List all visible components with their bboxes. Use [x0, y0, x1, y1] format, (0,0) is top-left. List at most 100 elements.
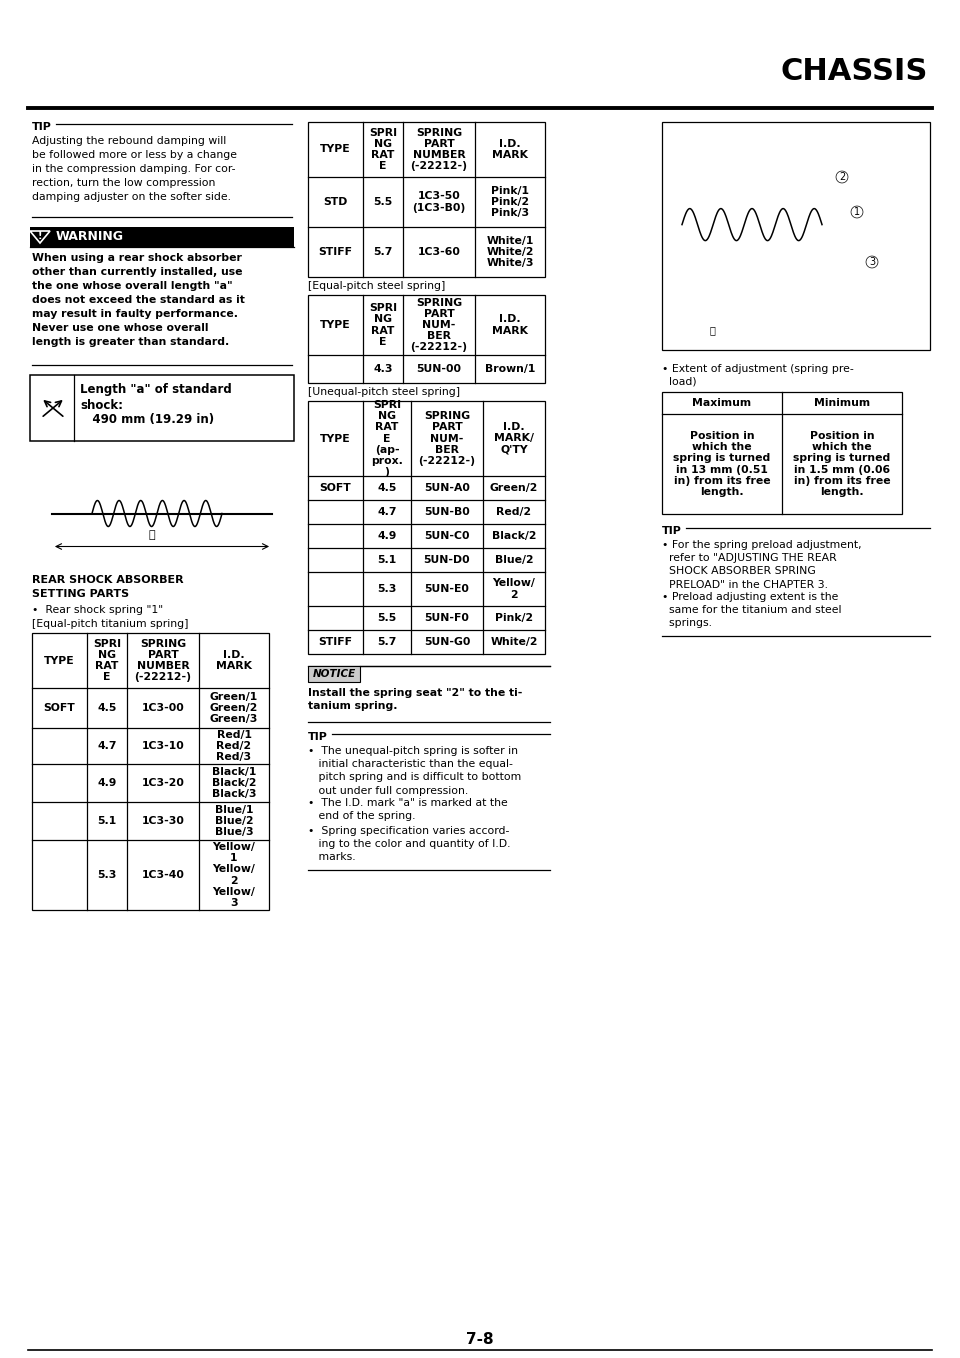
Text: Pink/1
Pink/2
Pink/3: Pink/1 Pink/2 Pink/3: [491, 186, 529, 219]
Text: •  The I.D. mark "a" is marked at the
   end of the spring.: • The I.D. mark "a" is marked at the end…: [308, 799, 508, 822]
Text: I.D.
MARK: I.D. MARK: [216, 650, 252, 671]
Text: WARNING: WARNING: [56, 231, 124, 243]
Text: 1C3-10: 1C3-10: [142, 741, 184, 751]
Text: SPRI
NG
RAT
E: SPRI NG RAT E: [93, 638, 121, 682]
Text: 5.5: 5.5: [373, 197, 393, 206]
Text: 7-8: 7-8: [467, 1332, 493, 1347]
Text: Green/2: Green/2: [490, 483, 539, 493]
Text: Maximum: Maximum: [692, 398, 752, 407]
Bar: [308, 401, 545, 655]
Bar: [30, 227, 294, 247]
Text: 4.9: 4.9: [97, 778, 117, 788]
Text: SETTING PARTS: SETTING PARTS: [32, 589, 130, 599]
Text: load): load): [662, 376, 697, 386]
Text: 5UN-C0: 5UN-C0: [424, 531, 469, 540]
Text: SOFT: SOFT: [43, 703, 76, 713]
Text: REAR SHOCK ABSORBER: REAR SHOCK ABSORBER: [32, 574, 183, 585]
Text: SPRING
PART
NUM-
BER
(-22212-): SPRING PART NUM- BER (-22212-): [411, 297, 468, 352]
Text: 1C3-20: 1C3-20: [141, 778, 184, 788]
Text: [Equal-pitch titanium spring]: [Equal-pitch titanium spring]: [32, 619, 188, 629]
Text: 5UN-A0: 5UN-A0: [424, 483, 470, 493]
Text: Blue/1
Blue/2
Blue/3: Blue/1 Blue/2 Blue/3: [215, 805, 253, 837]
Text: Adjusting the rebound damping will
be followed more or less by a change
in the c: Adjusting the rebound damping will be fo…: [32, 136, 237, 202]
Text: shock:: shock:: [80, 399, 123, 411]
Text: 5.1: 5.1: [377, 555, 396, 565]
Text: 5.3: 5.3: [97, 870, 117, 880]
Bar: [30, 375, 294, 441]
Text: 490 mm (19.29 in): 490 mm (19.29 in): [80, 413, 214, 426]
Text: Minimum: Minimum: [814, 398, 870, 407]
Bar: [32, 633, 269, 910]
Text: 1: 1: [854, 206, 860, 217]
Text: Pink/2: Pink/2: [495, 612, 533, 623]
Text: 5UN-B0: 5UN-B0: [424, 507, 469, 517]
Text: 1C3-00: 1C3-00: [142, 703, 184, 713]
Text: Ⓐ: Ⓐ: [709, 325, 715, 335]
Text: TIP: TIP: [32, 122, 52, 132]
Text: Length "a" of standard: Length "a" of standard: [80, 383, 231, 397]
Text: STIFF: STIFF: [319, 637, 352, 646]
Text: 1C3-40: 1C3-40: [141, 870, 184, 880]
Text: White/2: White/2: [491, 637, 538, 646]
Text: 4.5: 4.5: [97, 703, 117, 713]
Text: Brown/1: Brown/1: [485, 364, 535, 373]
Text: TYPE: TYPE: [321, 320, 350, 330]
Text: SPRI
NG
RAT
E
(ap-
prox.
): SPRI NG RAT E (ap- prox. ): [372, 399, 403, 477]
Text: 5UN-G0: 5UN-G0: [423, 637, 470, 646]
Text: 4.7: 4.7: [97, 741, 117, 751]
Text: •  The unequal-pitch spring is softer in
   initial characteristic than the equa: • The unequal-pitch spring is softer in …: [308, 746, 521, 796]
Text: SPRING
PART
NUMBER
(-22212-): SPRING PART NUMBER (-22212-): [134, 638, 191, 682]
Bar: [308, 295, 545, 383]
Text: 5.5: 5.5: [377, 612, 396, 623]
Text: 3: 3: [869, 257, 876, 268]
Text: 4.3: 4.3: [373, 364, 393, 373]
Text: 5UN-F0: 5UN-F0: [424, 612, 469, 623]
Text: Red/1
Red/2
Red/3: Red/1 Red/2 Red/3: [216, 729, 252, 762]
Text: Black/2: Black/2: [492, 531, 537, 540]
Text: STIFF: STIFF: [319, 247, 352, 257]
Text: CHASSIS: CHASSIS: [780, 57, 928, 87]
Text: SPRING
PART
NUM-
BER
(-22212-): SPRING PART NUM- BER (-22212-): [419, 411, 475, 466]
Text: 5.3: 5.3: [377, 584, 396, 593]
Text: Install the spring seat "2" to the ti-
tanium spring.: Install the spring seat "2" to the ti- t…: [308, 689, 522, 712]
Bar: [308, 665, 360, 682]
Text: •  Rear shock spring "1": • Rear shock spring "1": [32, 606, 163, 615]
Text: SPRING
PART
NUMBER
(-22212-): SPRING PART NUMBER (-22212-): [411, 128, 468, 171]
Text: SPRI
NG
RAT
E: SPRI NG RAT E: [369, 128, 397, 171]
Bar: [308, 122, 545, 277]
Text: [Unequal-pitch steel spring]: [Unequal-pitch steel spring]: [308, 387, 460, 397]
Text: I.D.
MARK/
Q'TY: I.D. MARK/ Q'TY: [494, 422, 534, 455]
Text: 5.7: 5.7: [377, 637, 396, 646]
Text: 5.1: 5.1: [97, 816, 116, 826]
Text: 4.5: 4.5: [377, 483, 396, 493]
Text: White/1
White/2
White/3: White/1 White/2 White/3: [487, 236, 534, 268]
Text: 1C3-30: 1C3-30: [141, 816, 184, 826]
Text: NOTICE: NOTICE: [312, 669, 355, 679]
Text: TYPE: TYPE: [321, 144, 350, 155]
Text: 5UN-E0: 5UN-E0: [424, 584, 469, 593]
Text: When using a rear shock absorber
other than currently installed, use
the one who: When using a rear shock absorber other t…: [32, 253, 245, 348]
Text: 4.9: 4.9: [377, 531, 396, 540]
Text: Yellow/
2: Yellow/ 2: [492, 579, 536, 600]
Text: TIP: TIP: [662, 526, 682, 536]
Text: I.D.
MARK: I.D. MARK: [492, 315, 528, 335]
Text: 4.7: 4.7: [377, 507, 396, 517]
Text: 1C3-60: 1C3-60: [418, 247, 461, 257]
Text: Position in
which the
spring is turned
in 13 mm (0.51
in) from its free
length.: Position in which the spring is turned i…: [673, 430, 771, 497]
Text: [Equal-pitch steel spring]: [Equal-pitch steel spring]: [308, 281, 445, 291]
Text: 1C3-50
(1C3-B0): 1C3-50 (1C3-B0): [413, 191, 466, 213]
Text: 5.7: 5.7: [373, 247, 393, 257]
Text: • Preload adjusting extent is the
  same for the titanium and steel
  springs.: • Preload adjusting extent is the same f…: [662, 592, 842, 629]
Text: !: !: [37, 231, 42, 240]
Text: I.D.
MARK: I.D. MARK: [492, 139, 528, 160]
Text: Ⓐ: Ⓐ: [149, 531, 156, 540]
Text: SOFT: SOFT: [320, 483, 351, 493]
Text: Yellow/
1
Yellow/
2
Yellow/
3: Yellow/ 1 Yellow/ 2 Yellow/ 3: [212, 842, 255, 909]
Text: TIP: TIP: [308, 732, 328, 741]
Text: Blue/2: Blue/2: [494, 555, 534, 565]
Text: Green/1
Green/2
Green/3: Green/1 Green/2 Green/3: [210, 691, 258, 724]
Text: 5UN-D0: 5UN-D0: [423, 555, 470, 565]
Text: TYPE: TYPE: [44, 656, 75, 665]
Text: 5UN-00: 5UN-00: [417, 364, 462, 373]
Text: • Extent of adjustment (spring pre-: • Extent of adjustment (spring pre-: [662, 364, 853, 373]
